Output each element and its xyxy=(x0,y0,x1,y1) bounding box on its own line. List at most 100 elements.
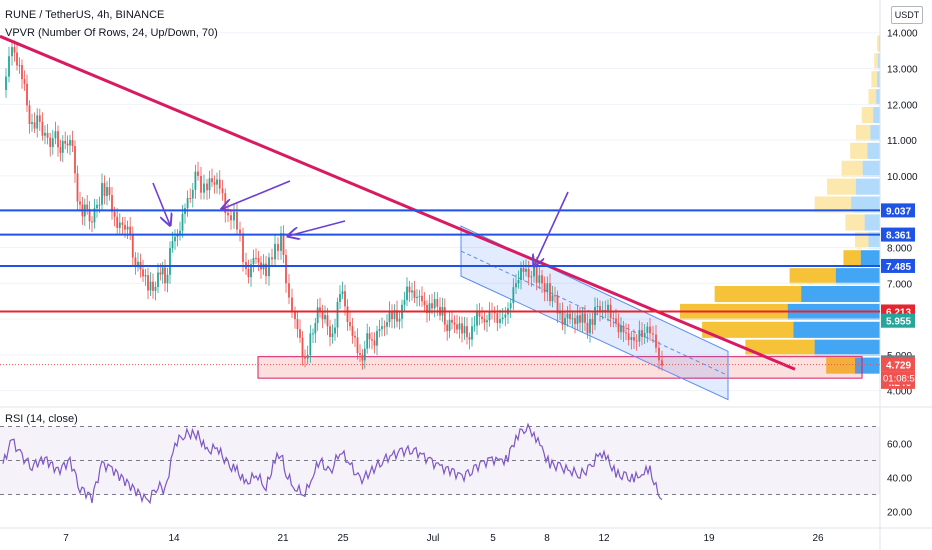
candle-body xyxy=(463,326,466,334)
candle-body xyxy=(247,268,250,278)
candle-body xyxy=(361,354,364,361)
time-tick-label: 21 xyxy=(277,533,289,544)
candle-body xyxy=(271,257,273,260)
vp-row-down xyxy=(868,232,880,249)
level-tag: 8.361 xyxy=(886,231,911,242)
candle-body xyxy=(218,179,221,189)
vp-row-up xyxy=(789,268,836,285)
candle-body xyxy=(41,121,44,136)
candle-body xyxy=(488,311,491,321)
candle-body xyxy=(356,337,359,354)
level-tag-bg xyxy=(881,227,915,242)
vpvr-indicator-label[interactable]: VPVR (Number Of Rows, 24, Up/Down, 70) xyxy=(5,27,218,39)
candle-body xyxy=(189,198,192,200)
vp-row-up xyxy=(826,357,855,374)
candle-body xyxy=(652,333,654,335)
candle-body xyxy=(13,47,16,53)
candle-body xyxy=(126,226,129,230)
candle-body xyxy=(615,318,617,323)
rsi-pane xyxy=(0,422,880,505)
candle-body xyxy=(274,243,276,260)
candle-body xyxy=(74,146,76,174)
candle-body xyxy=(363,348,366,361)
candle-body xyxy=(329,326,331,337)
candle-body xyxy=(393,310,396,320)
candle-body xyxy=(527,268,530,278)
candle-body xyxy=(113,211,116,217)
candle-body xyxy=(406,286,408,301)
candle-body xyxy=(486,320,488,323)
candle-body xyxy=(359,353,361,355)
candle-body xyxy=(569,313,571,320)
candle-body xyxy=(71,140,74,147)
candle-body xyxy=(301,337,304,357)
candle-body xyxy=(5,76,7,91)
candle-body xyxy=(76,173,79,202)
candle-body xyxy=(277,243,279,251)
candle-body xyxy=(481,316,483,320)
candle-body xyxy=(574,318,576,324)
candle-body xyxy=(21,65,23,80)
horizontal-levels[interactable] xyxy=(0,34,880,371)
currency-badge[interactable]: USDT xyxy=(891,6,923,24)
candle-body xyxy=(69,140,71,146)
candle-body xyxy=(296,319,299,330)
vp-row-down xyxy=(867,142,880,159)
candle-body xyxy=(118,222,121,228)
candle-body xyxy=(309,333,312,356)
candle-body xyxy=(344,291,346,307)
vp-row-down xyxy=(860,250,880,267)
vp-row-up xyxy=(850,142,868,159)
candle-body xyxy=(38,115,41,122)
price-axis[interactable]: 14.00013.00012.00011.00010.0009.0008.000… xyxy=(881,29,920,519)
candle-body xyxy=(181,214,184,231)
candle-body xyxy=(408,286,411,293)
candle-body xyxy=(46,132,49,138)
candle-body xyxy=(57,131,59,148)
vp-row-up xyxy=(874,53,879,70)
candle-body xyxy=(208,178,211,191)
candle-body xyxy=(28,105,31,125)
candle-body xyxy=(576,315,579,324)
candle-body xyxy=(649,326,651,334)
time-tick-label: 14 xyxy=(168,533,180,544)
candle-body xyxy=(98,204,101,206)
candle-body xyxy=(159,272,162,275)
countdown-bg xyxy=(881,371,915,385)
candle-body xyxy=(169,248,171,275)
candle-body xyxy=(18,65,21,67)
candle-body xyxy=(26,83,28,106)
candle-body xyxy=(403,300,406,305)
candle-body xyxy=(641,330,643,337)
price-tag-bg xyxy=(881,357,915,372)
candle-body xyxy=(23,79,26,84)
candle-body xyxy=(124,224,126,230)
candle-body xyxy=(473,325,476,327)
candle-body xyxy=(584,313,586,323)
candle-body xyxy=(101,183,103,205)
candle-body xyxy=(517,280,520,284)
candle-body xyxy=(630,337,633,340)
candle-body xyxy=(554,295,556,297)
candle-body xyxy=(221,188,224,194)
candle-body xyxy=(164,267,166,284)
candle-body xyxy=(581,313,584,323)
rsi-indicator-label[interactable]: RSI (14, close) xyxy=(5,413,78,425)
level-tag: 6.213 xyxy=(886,307,911,318)
price-tick-label: 8.000 xyxy=(887,244,912,255)
price-tick-label: 14.000 xyxy=(887,29,918,40)
candle-body xyxy=(596,306,599,308)
candle-body xyxy=(131,234,134,258)
candle-body xyxy=(236,211,238,230)
candle-body xyxy=(321,311,324,320)
candle-body xyxy=(643,332,646,337)
candle-body xyxy=(16,52,18,66)
candle-body xyxy=(282,233,285,255)
price-tick-label: 12.000 xyxy=(887,100,918,111)
vp-row-up xyxy=(877,35,880,52)
annotation-arrow xyxy=(152,182,170,225)
time-axis[interactable]: 7 14 21 25 Jul 5 8 12 19 26 xyxy=(63,533,824,544)
time-tick-label: 19 xyxy=(703,533,715,544)
